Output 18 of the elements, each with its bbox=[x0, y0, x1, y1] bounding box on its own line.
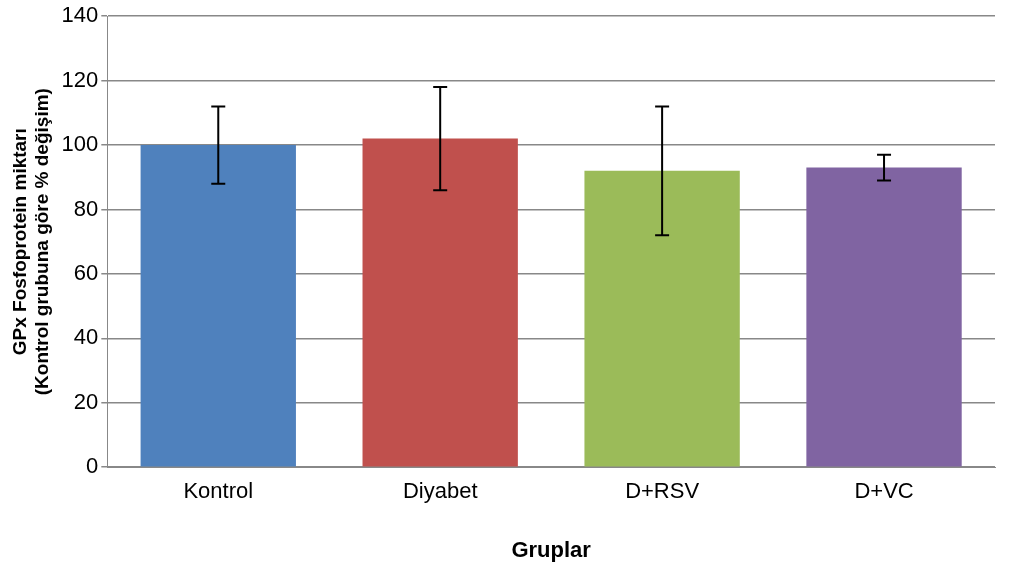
x-tick-label: D+VC bbox=[854, 478, 914, 504]
bar bbox=[584, 170, 740, 467]
y-tick-label: 140 bbox=[61, 2, 99, 28]
x-tick-label: Diyabet bbox=[402, 478, 478, 504]
x-tick-label: D+RSV bbox=[625, 478, 700, 504]
y-tick-label: 100 bbox=[61, 131, 99, 157]
bar bbox=[362, 138, 518, 467]
y-tick-label: 40 bbox=[73, 324, 99, 350]
bar bbox=[806, 167, 962, 467]
y-tick-label: 20 bbox=[73, 388, 99, 414]
y-tick-label: 120 bbox=[61, 66, 99, 92]
y-axis-title: GPx Fosfoprotein miktarı (Kontrol grubuna göre % değişim) bbox=[8, 88, 53, 396]
y-tick-label: 0 bbox=[86, 453, 99, 479]
x-axis-title: Gruplar bbox=[511, 536, 592, 562]
x-tick-label: Kontrol bbox=[183, 478, 254, 504]
bar bbox=[140, 145, 296, 467]
y-tick-label: 60 bbox=[73, 259, 99, 285]
y-tick-label: 80 bbox=[73, 195, 99, 221]
